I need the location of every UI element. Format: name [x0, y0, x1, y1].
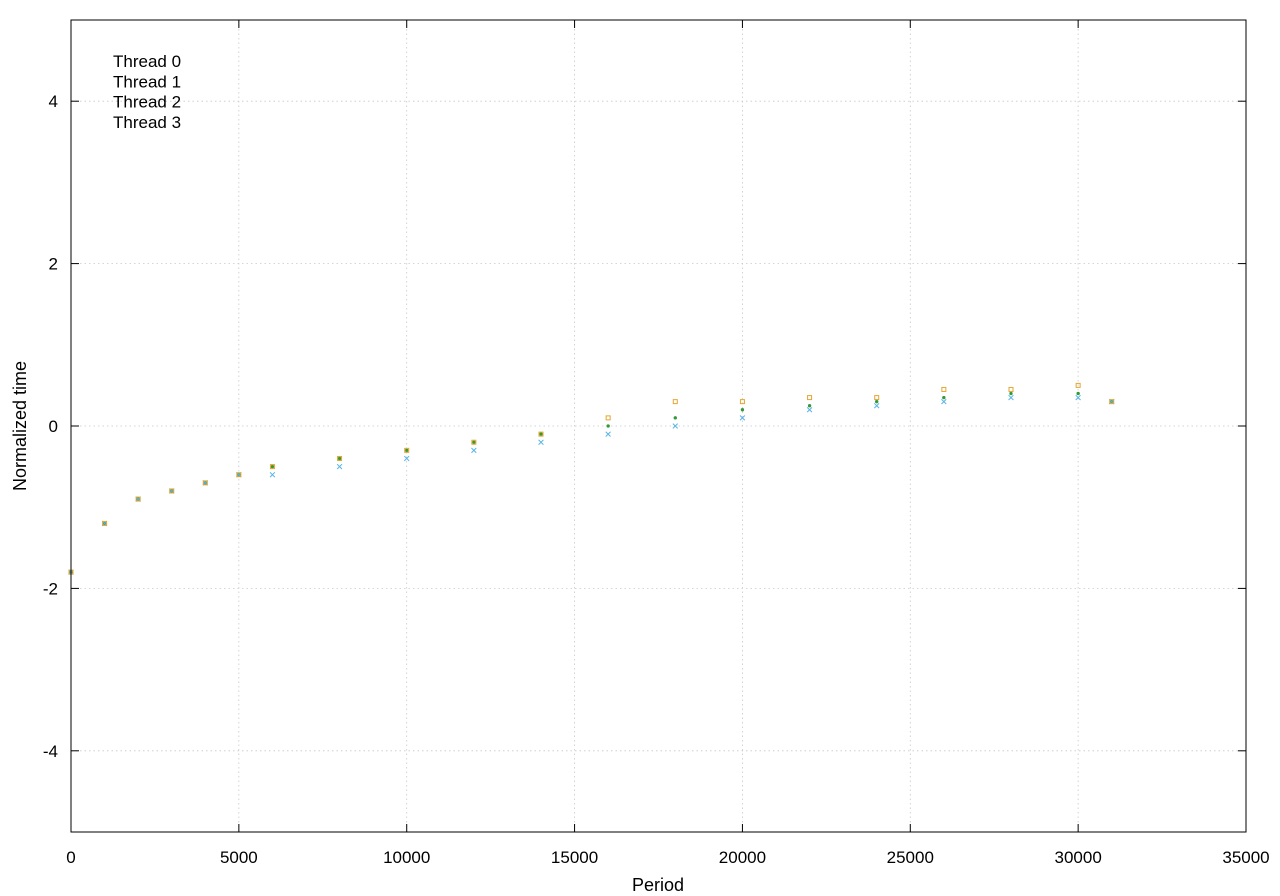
data-point — [807, 395, 813, 401]
data-point — [269, 464, 275, 470]
data-point — [1008, 394, 1014, 401]
y-tick-label: -4 — [43, 742, 58, 761]
data-point — [337, 456, 342, 461]
y-tick-label: 4 — [49, 92, 58, 111]
x-axis-label: Period — [632, 875, 684, 895]
data-point — [875, 400, 879, 404]
data-point — [739, 399, 745, 405]
legend-entry: Thread 3 — [113, 113, 181, 132]
axis-ticks — [70, 20, 1247, 832]
data-point — [740, 408, 745, 412]
x-tick-label: 15000 — [551, 848, 598, 867]
legend-entry: Thread 1 — [113, 72, 181, 91]
x-tick-label: 5000 — [220, 848, 258, 867]
data-point — [336, 463, 343, 470]
data-point — [472, 440, 476, 444]
x-tick-label: 0 — [66, 848, 75, 867]
data-points — [68, 382, 1115, 575]
data-point — [337, 455, 343, 461]
x-tick-label: 20000 — [719, 848, 766, 867]
legend-entry: Thread 2 — [113, 93, 181, 112]
y-tick-label: 0 — [49, 417, 58, 436]
data-point — [404, 447, 410, 453]
data-point — [941, 386, 947, 392]
data-point — [606, 424, 610, 428]
data-point — [739, 415, 746, 421]
data-point — [806, 407, 813, 413]
data-point — [135, 496, 141, 502]
data-point — [807, 404, 812, 408]
data-point — [169, 488, 175, 494]
data-point — [672, 399, 678, 405]
data-point — [1075, 382, 1081, 388]
data-point — [1008, 386, 1014, 392]
data-point — [1109, 399, 1115, 405]
data-point — [942, 395, 946, 400]
data-point — [405, 448, 409, 452]
data-point — [538, 431, 544, 437]
data-point — [270, 465, 275, 469]
x-tick-label: 35000 — [1222, 848, 1269, 867]
x-tick-labels: 0 5000 10000 15000 20000 25000 30000 35000 — [66, 848, 1269, 867]
data-point — [539, 432, 543, 436]
data-point — [874, 395, 880, 401]
data-point — [1009, 391, 1013, 396]
data-point — [1076, 391, 1080, 396]
data-point — [269, 471, 276, 478]
data-point — [102, 520, 108, 526]
data-point — [672, 423, 679, 429]
data-point — [471, 447, 477, 454]
y-axis-label: Normalized time — [10, 361, 30, 491]
data-point — [538, 439, 544, 445]
data-point — [1075, 394, 1081, 401]
grid-lines — [71, 20, 1246, 832]
data-point — [941, 398, 947, 405]
data-point — [202, 480, 208, 486]
y-tick-label: 2 — [49, 255, 58, 274]
x-tick-label: 30000 — [1055, 848, 1102, 867]
data-point — [673, 416, 677, 420]
x-tick-label: 25000 — [887, 848, 934, 867]
data-point — [471, 439, 477, 445]
data-point — [403, 455, 410, 462]
data-point — [605, 431, 611, 437]
data-point — [236, 472, 242, 478]
y-tick-label: -2 — [43, 579, 58, 598]
y-tick-labels: -4 -2 0 2 4 — [43, 92, 58, 761]
data-point — [873, 402, 880, 409]
legend-entry: Thread 0 — [113, 52, 181, 71]
series-thread-3 — [68, 382, 1115, 575]
x-tick-label: 10000 — [383, 848, 430, 867]
data-point — [605, 415, 611, 421]
